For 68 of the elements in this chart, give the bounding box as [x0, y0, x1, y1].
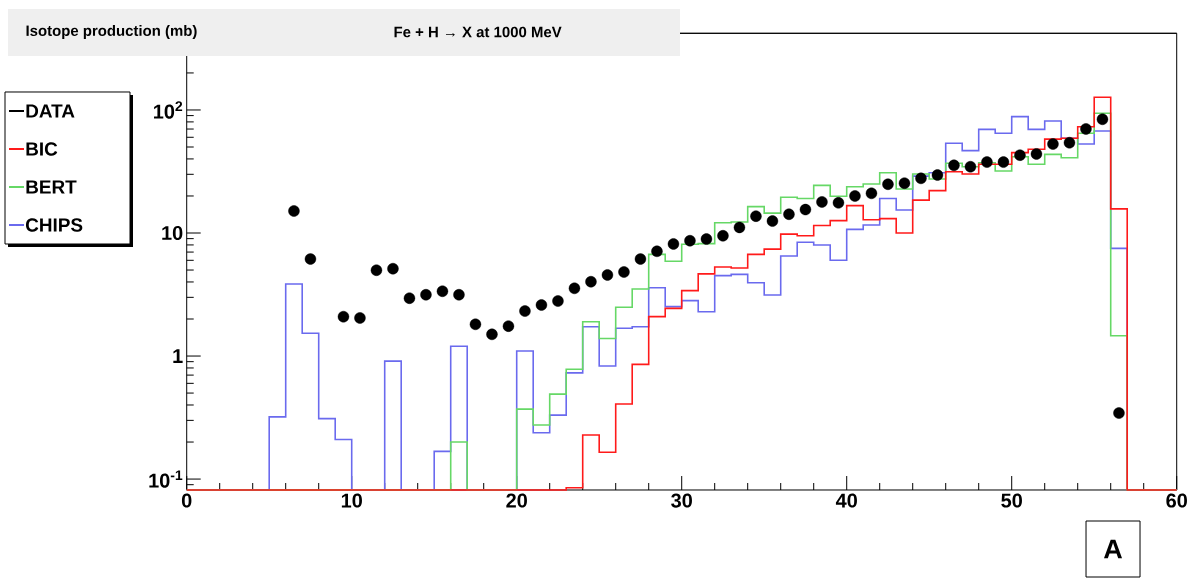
point	[750, 210, 762, 222]
point	[634, 253, 647, 265]
x-tick-label: 50	[1001, 493, 1022, 508]
point	[535, 299, 548, 311]
point	[436, 285, 449, 297]
point	[354, 312, 366, 324]
point	[1030, 148, 1043, 160]
point	[832, 197, 845, 209]
point	[865, 187, 878, 200]
x-tick-label: 60	[1166, 493, 1187, 508]
point	[387, 262, 399, 275]
point	[370, 264, 383, 276]
point	[1080, 123, 1092, 135]
point	[981, 156, 993, 168]
point	[717, 230, 729, 242]
point	[964, 160, 977, 173]
point	[783, 208, 795, 220]
y-tick-label: 10	[162, 225, 183, 241]
y-tick-label: 1	[173, 349, 183, 363]
point	[469, 318, 482, 331]
chart-title: Isotope production (mb)	[26, 25, 197, 39]
point	[915, 172, 927, 185]
legend-label: CHIPS	[25, 218, 83, 232]
point	[420, 289, 432, 301]
y-tick-label: 10$^{2}$	[154, 101, 183, 119]
legend-label: BERT	[26, 180, 77, 194]
point	[486, 328, 498, 341]
point	[948, 159, 960, 172]
point	[453, 289, 465, 301]
point	[997, 156, 1010, 168]
point	[288, 205, 300, 217]
point	[684, 235, 696, 247]
x-tick-label: 10	[341, 493, 362, 508]
point	[568, 282, 581, 295]
point	[1014, 149, 1026, 161]
x-tick-label: 0	[181, 493, 192, 508]
x-axis-title: A	[1103, 539, 1123, 559]
point	[519, 305, 531, 317]
point	[618, 266, 630, 278]
point	[849, 190, 861, 202]
point	[799, 203, 812, 216]
point	[766, 215, 779, 227]
legend-label: BIC	[26, 142, 58, 156]
point	[667, 238, 680, 250]
point	[304, 253, 317, 265]
point	[1096, 113, 1109, 125]
point	[733, 221, 746, 234]
point	[552, 295, 564, 307]
point	[882, 178, 894, 190]
point	[651, 245, 663, 258]
point	[1047, 138, 1059, 150]
point	[931, 169, 944, 181]
point	[403, 292, 416, 304]
point	[898, 177, 911, 189]
point	[1063, 137, 1076, 149]
x-tick-label: 20	[506, 493, 527, 508]
point	[585, 276, 597, 288]
point	[700, 233, 713, 245]
point	[816, 196, 828, 208]
y-tick-label: 10$^{-1}$	[149, 470, 183, 488]
x-tick-label: 30	[671, 493, 692, 508]
point	[1113, 407, 1125, 419]
legend-label: DATA	[26, 104, 75, 118]
chart-subtitle: Fe + H → X at 1000 MeV	[394, 26, 562, 38]
point	[502, 320, 515, 332]
point	[337, 310, 350, 323]
x-tick-label: 40	[835, 493, 857, 508]
point	[601, 269, 614, 281]
